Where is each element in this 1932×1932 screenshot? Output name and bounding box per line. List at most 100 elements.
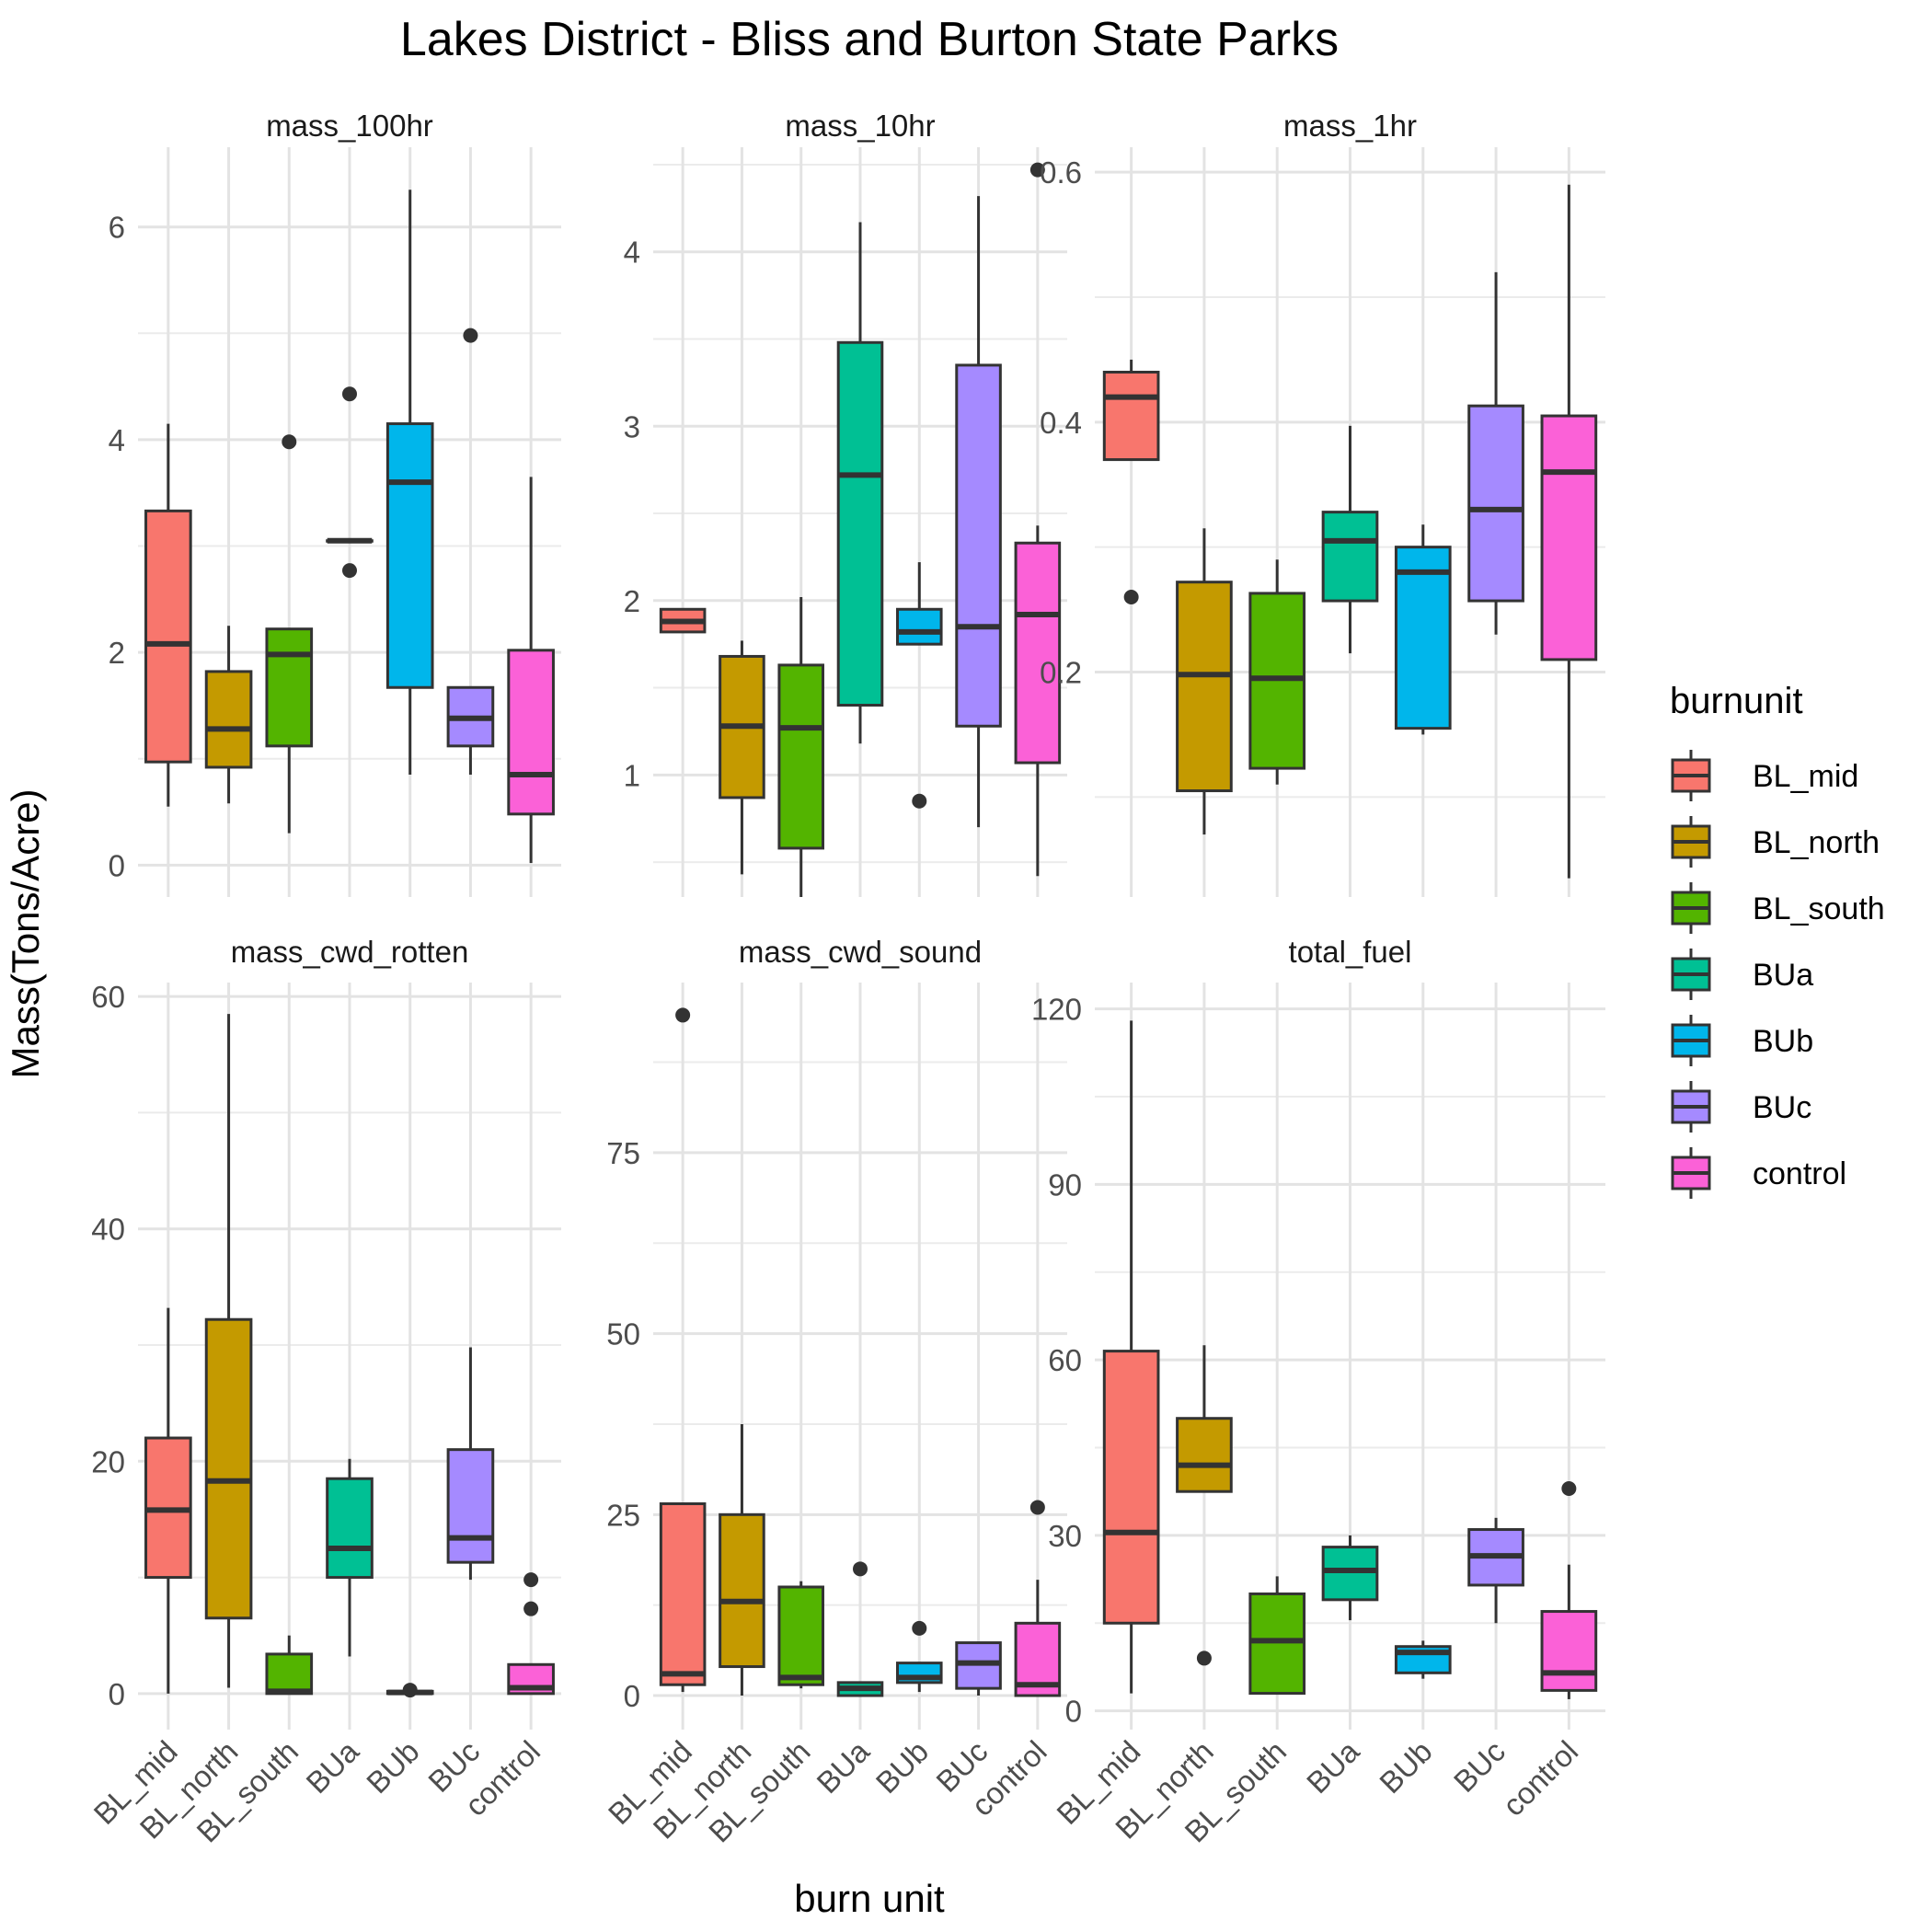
y-tick-label: 4 (109, 423, 125, 457)
box-BUa (836, 1561, 884, 1697)
y-tick-label: 0.2 (1040, 656, 1082, 690)
box-BUc (1467, 1517, 1524, 1624)
box-BUc (446, 328, 495, 776)
y-tick-label: 6 (109, 211, 125, 245)
box-BUa (1321, 425, 1379, 654)
legend-title: burnunit (1670, 681, 1803, 721)
box-body (777, 1585, 825, 1686)
outlier-point (402, 1683, 418, 1698)
box-control (1014, 1500, 1062, 1697)
x-tick-label: BUa (1300, 1733, 1366, 1800)
box-control (507, 1572, 555, 1696)
y-tick-label: 2 (624, 584, 640, 618)
outlier-point (463, 328, 478, 343)
box-BL_south (265, 434, 314, 834)
y-tick-label: 2 (109, 636, 125, 670)
box-body (955, 363, 1002, 728)
box-body (836, 340, 884, 707)
box-BUc (955, 1641, 1002, 1696)
box-BL_south (1248, 1576, 1306, 1696)
box-body (1102, 371, 1160, 462)
legend-label: BL_north (1753, 825, 1880, 860)
outlier-point (1123, 590, 1139, 604)
outlier-point (1029, 162, 1045, 178)
box-control (1540, 184, 1598, 879)
panel-mass_cwd_rotten: mass_cwd_rotten0204060BL_midBL_northBL_s… (87, 935, 561, 1849)
y-tick-label: 3 (624, 409, 640, 443)
x-tick-label: control (1496, 1734, 1584, 1823)
box-body (265, 1652, 314, 1696)
y-tick-label: 20 (91, 1444, 125, 1478)
legend-item-BL_south: BL_south (1671, 882, 1885, 934)
box-body (896, 607, 943, 646)
box-body (1176, 1417, 1233, 1493)
legend-item-BUb: BUb (1671, 1015, 1813, 1066)
box-BUc (1467, 271, 1524, 635)
box-BUb (385, 190, 434, 776)
box-body (1540, 1610, 1598, 1692)
panel-strip-label: mass_cwd_sound (739, 935, 982, 969)
box-BL_mid (1102, 1020, 1160, 1694)
box-BL_mid (659, 607, 707, 634)
legend-item-BL_mid: BL_mid (1671, 750, 1858, 801)
box-BUa (836, 222, 884, 744)
box-body (144, 509, 192, 764)
x-tick-label: BUa (810, 1733, 876, 1800)
panel-strip-label: mass_10hr (785, 109, 935, 143)
box-body (385, 422, 434, 689)
box-BUb (896, 562, 943, 809)
outlier-point (912, 1620, 927, 1636)
box-BUb (896, 1620, 943, 1693)
box-body (204, 670, 253, 769)
x-tick-label: BUa (299, 1733, 365, 1800)
y-tick-label: 50 (606, 1317, 640, 1351)
panel-strip-label: mass_100hr (266, 109, 433, 143)
box-BL_north (1176, 528, 1233, 835)
x-tick-label: BUc (1447, 1734, 1512, 1799)
outlier-point (853, 1561, 868, 1577)
y-tick-label: 25 (606, 1498, 640, 1532)
box-BL_mid (1102, 359, 1160, 604)
box-body (1014, 541, 1062, 765)
legend-label: BUb (1753, 1024, 1813, 1059)
y-axis-title: Mass(Tons/Acre) (4, 788, 47, 1078)
box-body (1467, 404, 1524, 603)
box-BUc (446, 1347, 495, 1581)
box-BL_mid (659, 1007, 707, 1693)
y-tick-label: 0 (624, 1679, 640, 1713)
y-tick-label: 1 (624, 758, 640, 792)
facet-panels: mass_100hr 0 2 4 6 mass_10hr 1 2 3 4 mass_1hr 0.2 0.… (87, 109, 1605, 1849)
box-BL_south (1248, 559, 1306, 785)
panel-mass_1hr: mass_1hr 0.2 0.4 0.6 (1040, 109, 1605, 897)
box-BUb (385, 1683, 434, 1698)
y-tick-label: 4 (624, 236, 640, 270)
box-body (446, 1448, 495, 1564)
y-tick-label: 30 (1048, 1519, 1082, 1553)
box-body (204, 1317, 253, 1620)
y-tick-label: 60 (91, 980, 125, 1014)
y-tick-label: 60 (1048, 1343, 1082, 1377)
outlier-point (342, 563, 357, 579)
legend-label: BUa (1753, 958, 1813, 993)
outlier-point (675, 1007, 691, 1023)
y-tick-label: 0.4 (1040, 406, 1082, 440)
box-body (659, 1502, 707, 1686)
box-BL_mid (144, 1307, 192, 1694)
box-BL_south (777, 1581, 825, 1689)
box-BL_south (265, 1635, 314, 1696)
outlier-point (1561, 1481, 1577, 1497)
x-tick-label: BUb (1373, 1734, 1439, 1800)
box-control (1014, 162, 1062, 877)
x-tick-label: BUb (869, 1734, 936, 1800)
x-axis-title: burn unit (794, 1877, 945, 1920)
box-BUb (1394, 524, 1452, 735)
outlier-point (282, 434, 297, 450)
legend-label: BL_mid (1753, 759, 1858, 794)
box-BL_north (719, 1423, 765, 1696)
box-body (1540, 414, 1598, 661)
panel-strip-label: mass_1hr (1283, 109, 1417, 143)
outlier-point (1196, 1650, 1212, 1666)
box-body (265, 627, 314, 748)
y-tick-label: 0.6 (1040, 155, 1082, 190)
